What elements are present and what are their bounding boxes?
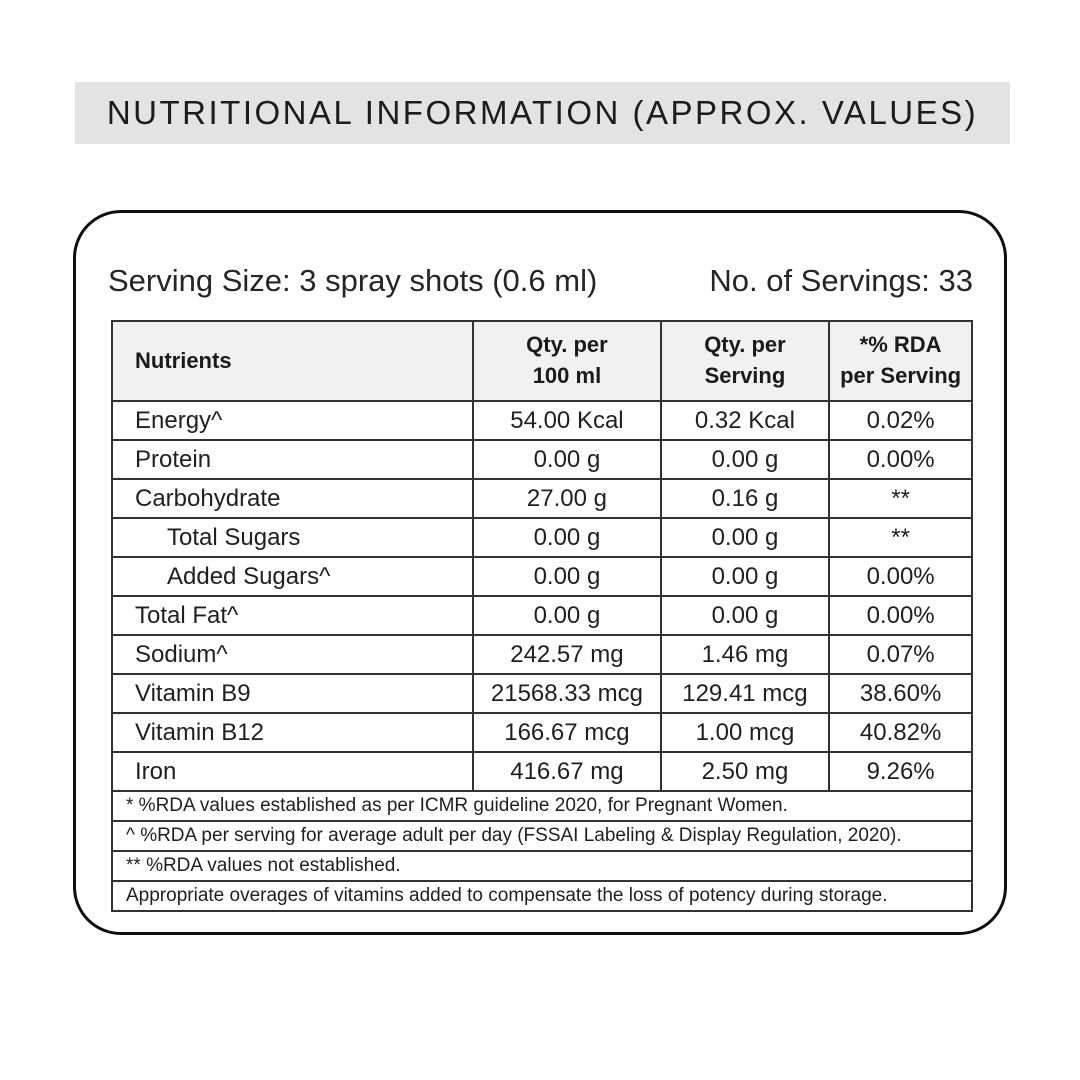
qty-per-100ml: 0.00 g (472, 556, 662, 597)
title-banner: NUTRITIONAL INFORMATION (APPROX. VALUES) (75, 82, 1010, 144)
footnote-row-icmr: * %RDA values established as per ICMR gu… (111, 790, 973, 822)
footnote-text: ** %RDA values not established. (111, 850, 973, 882)
qty-per-serving: 0.00 g (659, 595, 831, 636)
rda-per-serving: 0.02% (828, 400, 973, 441)
table-row-total-sugars: Total Sugars 0.00 g 0.00 g ** (110, 517, 973, 558)
column-header-qty-per-100ml: Qty. per 100 ml (472, 320, 662, 402)
qty-per-100ml: 0.00 g (472, 517, 662, 558)
servings-count-label: No. of Servings: 33 (709, 263, 973, 298)
rda-per-serving: 38.60% (828, 673, 973, 714)
serving-size-label: Serving Size: 3 spray shots (0.6 ml) (108, 263, 598, 298)
table-row-vitamin-b9: Vitamin B9 21568.33 mcg 129.41 mcg 38.60… (110, 673, 973, 714)
nutrient-name: Total Fat^ (110, 595, 475, 636)
nutrition-table: Nutrients Qty. per 100 ml Qty. per Servi… (110, 320, 973, 912)
nutrient-name: Total Sugars (110, 517, 475, 558)
nutrient-name: Protein (110, 439, 475, 480)
footnote-text: ^ %RDA per serving for average adult per… (111, 820, 973, 852)
rda-per-serving: 0.00% (828, 439, 973, 480)
rda-per-serving: 0.00% (828, 595, 973, 636)
qty-per-serving: 0.16 g (659, 478, 831, 519)
nutrient-name: Vitamin B12 (110, 712, 475, 753)
qty-per-100ml: 416.67 mg (472, 751, 662, 792)
qty-per-serving: 129.41 mcg (659, 673, 831, 714)
nutrient-name: Sodium^ (110, 634, 475, 675)
qty-per-serving: 0.00 g (659, 556, 831, 597)
footnote-row-overages: Appropriate overages of vitamins added t… (111, 880, 973, 912)
qty-per-100ml: 166.67 mcg (472, 712, 662, 753)
qty-per-100ml: 0.00 g (472, 439, 662, 480)
table-row-added-sugars: Added Sugars^ 0.00 g 0.00 g 0.00% (110, 556, 973, 597)
qty-per-serving: 1.00 mcg (659, 712, 831, 753)
nutrient-name: Added Sugars^ (110, 556, 475, 597)
nutrient-name: Vitamin B9 (110, 673, 475, 714)
qty-per-100ml: 242.57 mg (472, 634, 662, 675)
qty-per-serving: 1.46 mg (659, 634, 831, 675)
rda-per-serving: ** (828, 517, 973, 558)
nutrient-name: Iron (110, 751, 475, 792)
page-title: NUTRITIONAL INFORMATION (APPROX. VALUES) (106, 94, 979, 131)
table-row-carbohydrate: Carbohydrate 27.00 g 0.16 g ** (110, 478, 973, 519)
qty-per-serving: 2.50 mg (659, 751, 831, 792)
table-row-energy: Energy^ 54.00 Kcal 0.32 Kcal 0.02% (110, 400, 973, 441)
serving-info-row: Serving Size: 3 spray shots (0.6 ml) No.… (108, 263, 973, 299)
table-row-protein: Protein 0.00 g 0.00 g 0.00% (110, 439, 973, 480)
table-header-row: Nutrients Qty. per 100 ml Qty. per Servi… (110, 320, 973, 402)
qty-per-100ml: 0.00 g (472, 595, 662, 636)
table-row-total-fat: Total Fat^ 0.00 g 0.00 g 0.00% (110, 595, 973, 636)
qty-per-100ml: 21568.33 mcg (472, 673, 662, 714)
qty-per-serving: 0.00 g (659, 439, 831, 480)
rda-per-serving: 0.07% (828, 634, 973, 675)
qty-per-100ml: 54.00 Kcal (472, 400, 662, 441)
nutrition-card: Serving Size: 3 spray shots (0.6 ml) No.… (73, 210, 1007, 935)
rda-per-serving: 9.26% (828, 751, 973, 792)
table-row-sodium: Sodium^ 242.57 mg 1.46 mg 0.07% (110, 634, 973, 675)
column-header-qty-per-serving: Qty. per Serving (659, 320, 831, 402)
table-row-iron: Iron 416.67 mg 2.50 mg 9.26% (110, 751, 973, 792)
column-header-nutrients: Nutrients (110, 320, 475, 402)
rda-per-serving: 0.00% (828, 556, 973, 597)
nutrient-name: Energy^ (110, 400, 475, 441)
nutrient-name: Carbohydrate (110, 478, 475, 519)
qty-per-serving: 0.32 Kcal (659, 400, 831, 441)
table-row-vitamin-b12: Vitamin B12 166.67 mcg 1.00 mcg 40.82% (110, 712, 973, 753)
rda-per-serving: 40.82% (828, 712, 973, 753)
footnote-text: * %RDA values established as per ICMR gu… (111, 790, 973, 822)
rda-per-serving: ** (828, 478, 973, 519)
column-header-rda-per-serving: *% RDA per Serving (828, 320, 973, 402)
qty-per-serving: 0.00 g (659, 517, 831, 558)
footnote-text: Appropriate overages of vitamins added t… (111, 880, 973, 912)
footnote-row-fssai: ^ %RDA per serving for average adult per… (111, 820, 973, 852)
footnote-row-not-established: ** %RDA values not established. (111, 850, 973, 882)
qty-per-100ml: 27.00 g (472, 478, 662, 519)
